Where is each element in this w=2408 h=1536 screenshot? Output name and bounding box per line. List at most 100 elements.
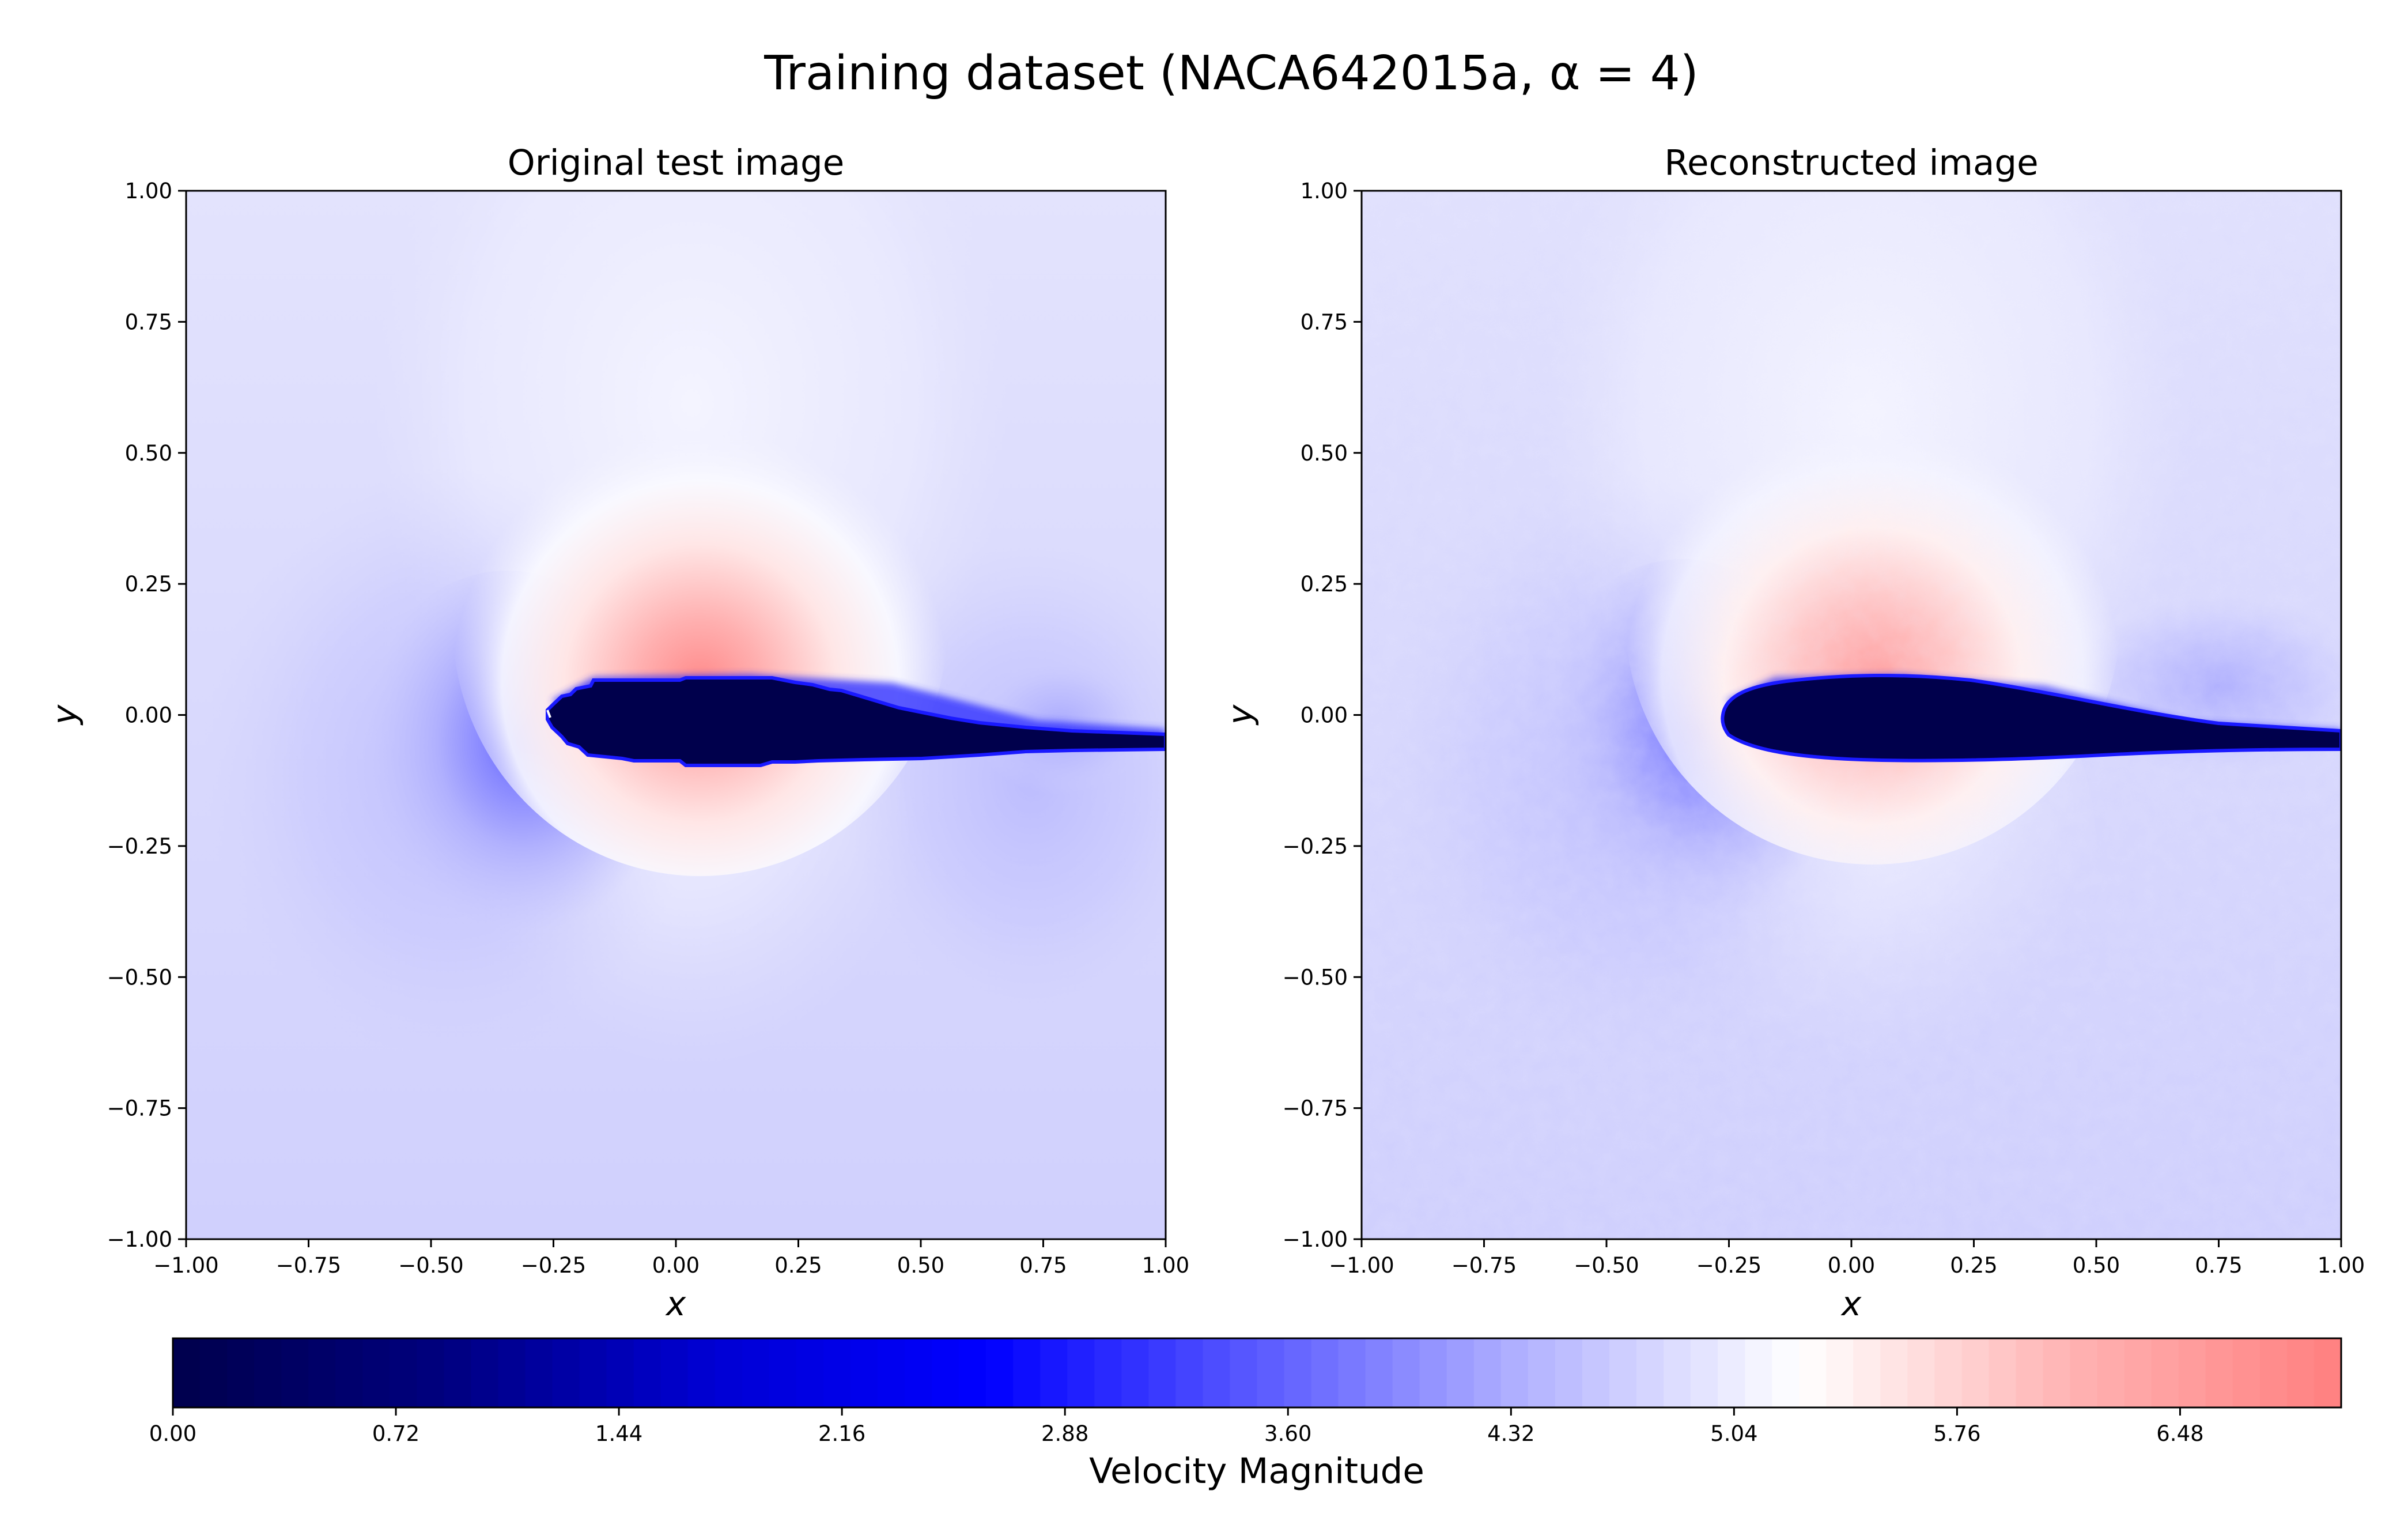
colorbar-step	[2124, 1338, 2152, 1407]
colorbar-step	[1338, 1338, 1366, 1407]
x-tick-label: −0.25	[521, 1253, 586, 1278]
x-tick-label: −0.25	[1696, 1253, 1761, 1278]
colorbar-step	[877, 1338, 906, 1407]
colorbar-step	[606, 1338, 634, 1407]
colorbar-step	[1446, 1338, 1475, 1407]
colorbar-step	[1609, 1338, 1638, 1407]
x-tick-label: −1.00	[153, 1253, 218, 1278]
colorbar-step	[308, 1338, 337, 1407]
y-axis-label-original: y	[45, 704, 84, 726]
colorbar-step	[1718, 1338, 1746, 1407]
colorbar-step	[335, 1338, 364, 1407]
colorbar-step	[1013, 1338, 1041, 1407]
airfoil-reconstructed	[1721, 673, 2341, 763]
heatmap-reconstructed	[1362, 191, 2341, 1239]
colorbar-step	[1203, 1338, 1231, 1407]
colorbar-step	[1772, 1338, 1800, 1407]
colorbar-step	[1555, 1338, 1583, 1407]
colorbar-tick-label: 3.60	[1264, 1421, 1311, 1446]
colorbar-step	[1175, 1338, 1204, 1407]
colorbar-step	[1745, 1338, 1773, 1407]
colorbar-tick-label: 0.72	[372, 1421, 419, 1446]
colorbar-step	[823, 1338, 851, 1407]
colorbar-step	[281, 1338, 309, 1407]
colorbar-label: Velocity Magnitude	[1089, 1451, 1424, 1492]
colorbar-step	[1040, 1338, 1068, 1407]
colorbar-step	[1934, 1338, 1963, 1407]
colorbar-step	[1907, 1338, 1936, 1407]
colorbar-tick-label: 4.32	[1487, 1421, 1534, 1446]
colorbar-step	[1636, 1338, 1665, 1407]
colorbar-step	[769, 1338, 797, 1407]
colorbar-step	[1664, 1338, 1692, 1407]
colorbar-step	[1067, 1338, 1095, 1407]
y-tick-label: 1.00	[125, 179, 172, 203]
colorbar-step	[1311, 1338, 1339, 1407]
colorbar-step	[1826, 1338, 1854, 1407]
colorbar-tick-label: 0.00	[149, 1421, 196, 1446]
colorbar-tick-label: 1.44	[595, 1421, 642, 1446]
heatmap-original	[186, 191, 1166, 1239]
x-tick-label: 0.75	[2195, 1253, 2242, 1278]
y-tick-label: −0.50	[1283, 965, 1348, 990]
colorbar-step	[579, 1338, 607, 1407]
colorbar-step	[173, 1338, 201, 1407]
colorbar-steps	[173, 1338, 2342, 1407]
colorbar-step	[2016, 1338, 2044, 1407]
colorbar-step	[525, 1338, 553, 1407]
colorbar-step	[2314, 1338, 2342, 1407]
colorbar-step	[390, 1338, 418, 1407]
colorbar-step	[1989, 1338, 2017, 1407]
x-tick-label: 0.50	[897, 1253, 944, 1278]
colorbar-step	[959, 1338, 987, 1407]
colorbar-step	[552, 1338, 580, 1407]
colorbar-step	[1473, 1338, 1502, 1407]
x-axis-reconstructed: −1.00 −0.75 −0.50 −0.25 0.00 0.25 0.50 0.75 1.00	[1329, 1239, 2365, 1278]
colorbar-tick-label: 2.88	[1041, 1421, 1088, 1446]
colorbar-step	[2286, 1338, 2315, 1407]
colorbar-step	[715, 1338, 743, 1407]
colorbar-step	[1691, 1338, 1719, 1407]
y-axis-reconstructed: 1.00 0.75 0.50 0.25 0.00 −0.25 −0.50 −0.75 −1.00	[1283, 179, 1362, 1252]
colorbar-tick-label: 2.16	[818, 1421, 865, 1446]
x-tick-label: 0.25	[1950, 1253, 1997, 1278]
colorbar-frame	[172, 1337, 2342, 1409]
colorbar-step	[444, 1338, 472, 1407]
colorbar-step	[905, 1338, 933, 1407]
colorbar-step	[850, 1338, 878, 1407]
x-axis-label-original: x	[665, 1284, 686, 1323]
colorbar-step	[2178, 1338, 2206, 1407]
x-tick-label: −0.75	[276, 1253, 341, 1278]
colorbar-step	[2043, 1338, 2071, 1407]
x-tick-label: −0.75	[1451, 1253, 1517, 1278]
x-tick-label: 0.00	[1828, 1253, 1875, 1278]
colorbar-step	[254, 1338, 282, 1407]
y-axis-original: 1.00 0.75 0.50 0.25 0.00 −0.25 −0.50 −0.75 −1.00	[107, 179, 186, 1252]
figure-title: Training dataset (NACA642015a, α = 4)	[763, 46, 1699, 101]
colorbar-step	[1961, 1338, 1990, 1407]
panel-title-reconstructed: Reconstructed image	[1664, 142, 2038, 183]
y-tick-label: −0.25	[1283, 834, 1348, 859]
colorbar-step	[2232, 1338, 2260, 1407]
panel-reconstructed: Reconstructed image −1.00 −0.75 −0.50 −0.25…	[1220, 142, 2365, 1323]
colorbar-step	[1121, 1338, 1150, 1407]
colorbar-tick-label: 6.48	[2156, 1421, 2203, 1446]
y-tick-label: −1.00	[1283, 1227, 1348, 1252]
y-tick-label: −0.75	[107, 1096, 172, 1121]
colorbar-step	[1094, 1338, 1122, 1407]
colorbar-step	[2070, 1338, 2098, 1407]
colorbar: 0.00 0.72 1.44 2.16 2.88 3.60 4.32 5.04 5.76 6.48…	[149, 1337, 2342, 1492]
colorbar-step	[742, 1338, 770, 1407]
colorbar-step	[1148, 1338, 1177, 1407]
colorbar-step	[2259, 1338, 2288, 1407]
colorbar-step	[687, 1338, 716, 1407]
y-tick-label: 0.00	[125, 703, 172, 728]
x-tick-label: 0.00	[652, 1253, 700, 1278]
colorbar-step	[633, 1338, 661, 1407]
panel-title-original: Original test image	[508, 142, 845, 183]
colorbar-step	[200, 1338, 228, 1407]
y-tick-label: −0.50	[107, 965, 172, 990]
colorbar-step	[417, 1338, 445, 1407]
colorbar-step	[932, 1338, 960, 1407]
